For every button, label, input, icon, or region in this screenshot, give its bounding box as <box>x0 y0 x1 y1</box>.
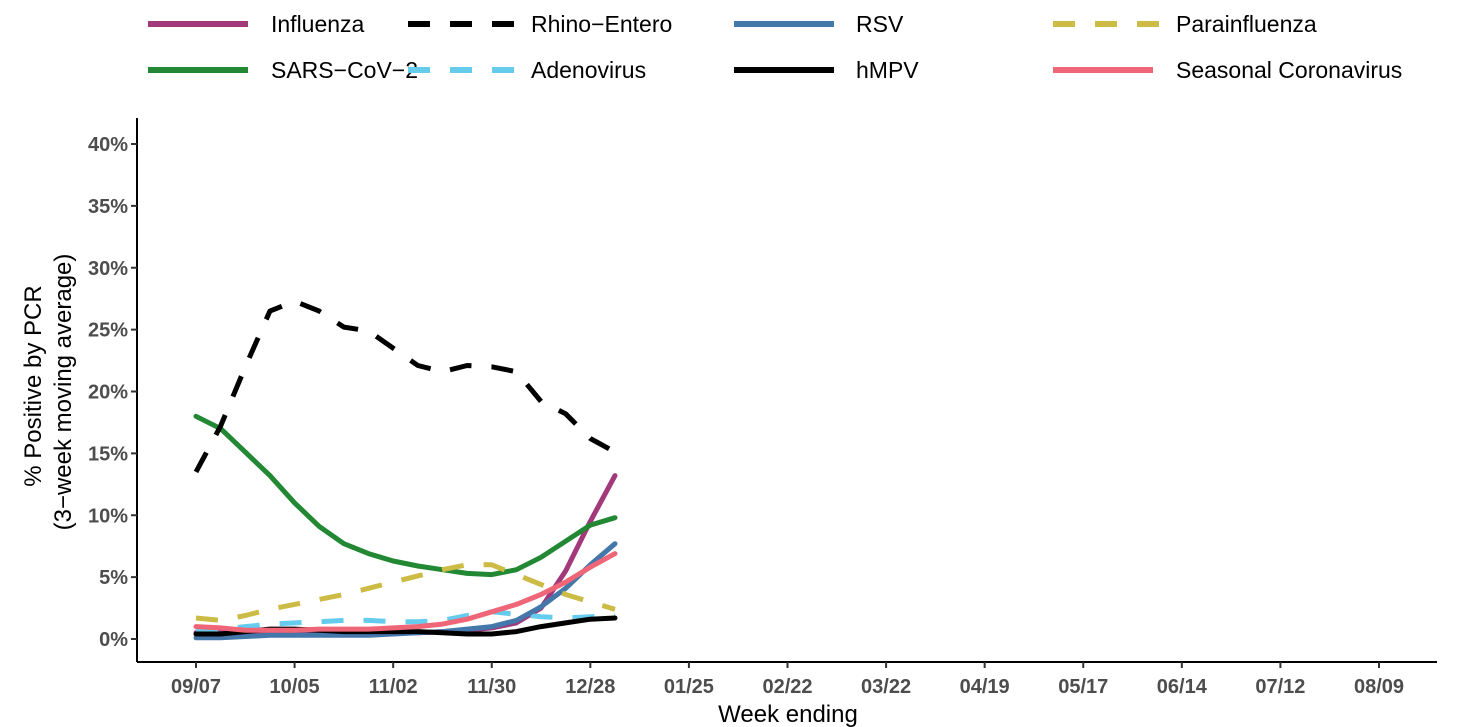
x-tick-label: 01/25 <box>664 676 714 698</box>
legend-item-hmpv: hMPV <box>734 57 919 83</box>
series-line-influenza <box>193 473 618 636</box>
x-tick-label: 06/14 <box>1157 676 1208 698</box>
y-axis-title-line2: (3−week moving average) <box>50 254 77 531</box>
x-tick-label: 05/17 <box>1058 676 1108 698</box>
series-line-rhino-entero <box>193 298 617 474</box>
series-line-seasonal-coronavirus <box>193 551 618 633</box>
x-tick-label: 11/02 <box>369 676 418 698</box>
legend-label: Rhino−Entero <box>531 11 672 37</box>
legend-label: hMPV <box>856 57 919 83</box>
legend-label: Seasonal Coronavirus <box>1176 57 1402 83</box>
y-axis-ticks: 0% 5% 10% 15% 20% 25% 30% 35% 40% <box>88 134 137 651</box>
series-line-adenovirus <box>195 609 616 635</box>
x-tick-label: 08/09 <box>1354 676 1404 698</box>
legend-item-seasonal-coronavirus: Seasonal Coronavirus <box>1053 57 1402 83</box>
legend-label: Parainfluenza <box>1176 11 1317 37</box>
y-tick-label: 0% <box>99 629 128 651</box>
legend-label: Influenza <box>271 11 365 37</box>
legend-item-adenovirus: Adenovirus <box>408 57 646 83</box>
series-lines <box>193 298 618 641</box>
y-tick-label: 40% <box>88 134 128 156</box>
x-tick-label: 03/22 <box>861 676 911 698</box>
x-tick-label: 04/19 <box>960 676 1010 698</box>
y-tick-label: 30% <box>88 258 128 280</box>
x-tick-label: 11/30 <box>467 676 516 698</box>
series-line-parainfluenza <box>195 562 616 623</box>
series-line-sars-cov-2 <box>193 413 618 578</box>
y-tick-label: 35% <box>88 196 128 218</box>
legend-item-influenza: Influenza <box>148 11 365 37</box>
x-tick-label: 07/12 <box>1255 676 1305 698</box>
x-tick-label: 09/07 <box>171 676 221 698</box>
y-tick-label: 20% <box>88 382 128 404</box>
y-tick-label: 5% <box>99 567 128 589</box>
legend-item-parainfluenza: Parainfluenza <box>1053 11 1317 37</box>
legend: Influenza SARS−CoV−2 Rhino−Entero Adenoviru… <box>148 11 1402 83</box>
x-tick-label: 02/22 <box>762 676 812 698</box>
x-axis-ticks: 09/07 10/05 11/02 11/30 12/28 01/25 02/22 03/22… <box>171 662 1404 698</box>
legend-item-rsv: RSV <box>734 11 904 37</box>
x-tick-label: 12/28 <box>565 676 615 698</box>
plot-area: 0% 5% 10% 15% 20% 25% 30% 35% 40% 09/07 10/05 11/0… <box>88 118 1437 698</box>
y-axis-title-line1: % Positive by PCR <box>20 285 47 486</box>
legend-item-rhino-entero: Rhino−Entero <box>408 11 672 37</box>
y-tick-label: 15% <box>88 443 128 465</box>
legend-label: Adenovirus <box>531 57 646 83</box>
y-tick-label: 10% <box>88 505 128 527</box>
y-tick-label: 25% <box>88 320 128 342</box>
x-tick-label: 10/05 <box>270 676 320 698</box>
legend-label: SARS−CoV−2 <box>271 57 418 83</box>
x-axis-title: Week ending <box>718 701 858 727</box>
legend-label: RSV <box>856 11 904 37</box>
legend-item-sars-cov-2: SARS−CoV−2 <box>148 57 418 83</box>
